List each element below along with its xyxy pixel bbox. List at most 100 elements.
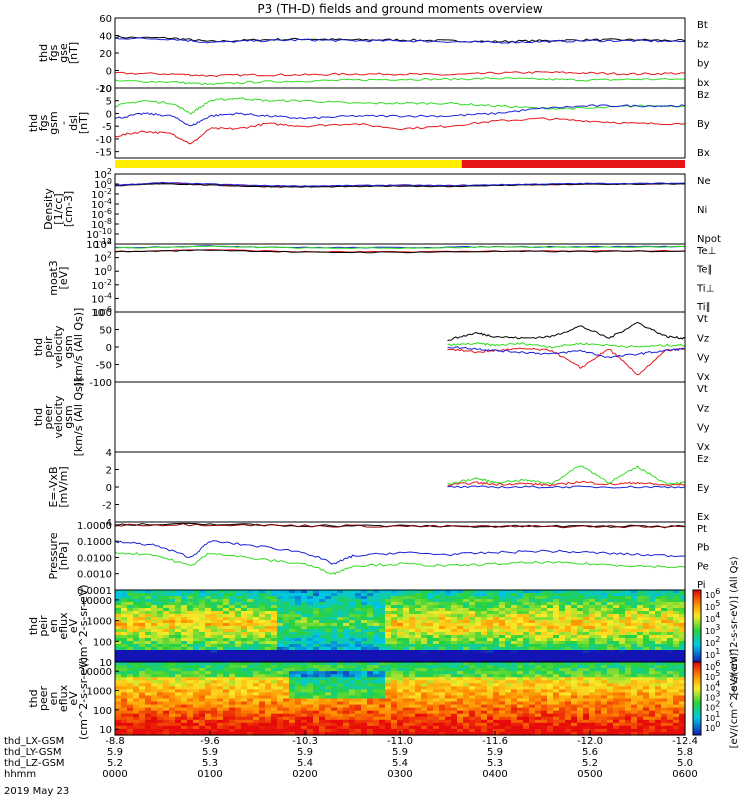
heatmap-cell [445, 707, 452, 712]
heatmap-cell [187, 626, 194, 630]
heatmap-cell [457, 683, 464, 687]
heatmap-cell [163, 719, 170, 724]
heatmap-cell [445, 599, 452, 603]
heatmap-cell [577, 653, 584, 657]
heatmap-cell [499, 722, 506, 727]
heatmap-cell [595, 671, 602, 675]
heatmap-cell [631, 689, 638, 694]
heatmap-cell [229, 704, 236, 709]
heatmap-cell [241, 626, 248, 630]
heatmap-cell [343, 680, 350, 684]
heatmap-cell [655, 728, 662, 733]
heatmap-cell [397, 608, 404, 612]
heatmap-cell [211, 653, 218, 657]
heatmap-cell [235, 680, 242, 684]
series-line-pe [114, 551, 686, 576]
heatmap-cell [433, 683, 440, 687]
heatmap-cell [301, 713, 308, 718]
heatmap-cell [571, 692, 578, 697]
heatmap-cell [397, 677, 404, 681]
heatmap-cell [421, 725, 428, 730]
heatmap-cell [127, 677, 134, 681]
heatmap-cell [337, 611, 344, 615]
heatmap-cell [469, 677, 476, 681]
heatmap-cell [493, 665, 500, 669]
colorbar-cell [693, 647, 701, 650]
x-tick-label: 5.2 [582, 758, 598, 769]
heatmap-cell [613, 701, 620, 706]
heatmap-cell [151, 725, 158, 730]
y-tick-label: 50 [99, 326, 112, 337]
heatmap-cell [289, 698, 296, 703]
heatmap-cell [409, 689, 416, 694]
heatmap-cell [577, 614, 584, 618]
heatmap-cell [229, 635, 236, 639]
heatmap-cell [397, 638, 404, 642]
heatmap-cell [415, 695, 422, 700]
heatmap-cell [295, 704, 302, 709]
heatmap-cell [187, 692, 194, 697]
heatmap-cell [337, 650, 344, 654]
heatmap-cell [217, 731, 224, 736]
heatmap-cell [409, 626, 416, 630]
heatmap-cell [181, 620, 188, 624]
heatmap-cell [673, 593, 680, 597]
heatmap-cell [433, 725, 440, 730]
heatmap-cell [661, 638, 668, 642]
heatmap-cell [607, 665, 614, 669]
heatmap-cell [349, 662, 356, 666]
heatmap-cell [115, 653, 122, 657]
heatmap-cell [265, 656, 272, 660]
colorbar-tick-label: 101 [705, 647, 720, 660]
heatmap-cell [385, 614, 392, 618]
heatmap-cell [601, 623, 608, 627]
heatmap-cell [517, 602, 524, 606]
colorbar-cell [693, 722, 701, 725]
heatmap-cell [655, 731, 662, 736]
heatmap-cell [505, 692, 512, 697]
heatmap-cell [499, 689, 506, 694]
heatmap-cell [535, 659, 542, 663]
heatmap-cell [535, 677, 542, 681]
heatmap-cell [637, 617, 644, 621]
heatmap-cell [127, 590, 134, 594]
heatmap-cell [487, 602, 494, 606]
heatmap-cell [559, 605, 566, 609]
heatmap-cell [427, 590, 434, 594]
heatmap-cell [475, 635, 482, 639]
y-tick-label: -100 [89, 378, 112, 389]
heatmap-cell [349, 713, 356, 718]
colorbar-cell [693, 671, 701, 674]
heatmap-cell [115, 704, 122, 709]
y-axis-label: - [57, 121, 70, 125]
heatmap-cell [361, 632, 368, 636]
heatmap-cell [577, 623, 584, 627]
heatmap-cell [349, 668, 356, 672]
heatmap-cell [433, 662, 440, 666]
heatmap-cell [157, 620, 164, 624]
colorbar-cell [693, 682, 701, 685]
heatmap-cell [247, 680, 254, 684]
heatmap-cell [631, 656, 638, 660]
heatmap-cell [259, 686, 266, 690]
heatmap-cell [451, 662, 458, 666]
y-tick-label: 4 [106, 448, 112, 459]
heatmap-cell [463, 635, 470, 639]
heatmap-cell [643, 695, 650, 700]
heatmap-cell [541, 614, 548, 618]
heatmap-cell [505, 590, 512, 594]
heatmap-cell [577, 680, 584, 684]
heatmap-cell [469, 674, 476, 678]
heatmap-cell [511, 614, 518, 618]
heatmap-cell [637, 647, 644, 651]
heatmap-cell [331, 635, 338, 639]
heatmap-cell [337, 641, 344, 645]
heatmap-cell [313, 659, 320, 663]
heatmap-cell [271, 635, 278, 639]
heatmap-cell [445, 611, 452, 615]
heatmap-cell [205, 731, 212, 736]
heatmap-cell [481, 620, 488, 624]
heatmap-cell [331, 683, 338, 687]
heatmap-cell [211, 725, 218, 730]
heatmap-cell [283, 698, 290, 703]
